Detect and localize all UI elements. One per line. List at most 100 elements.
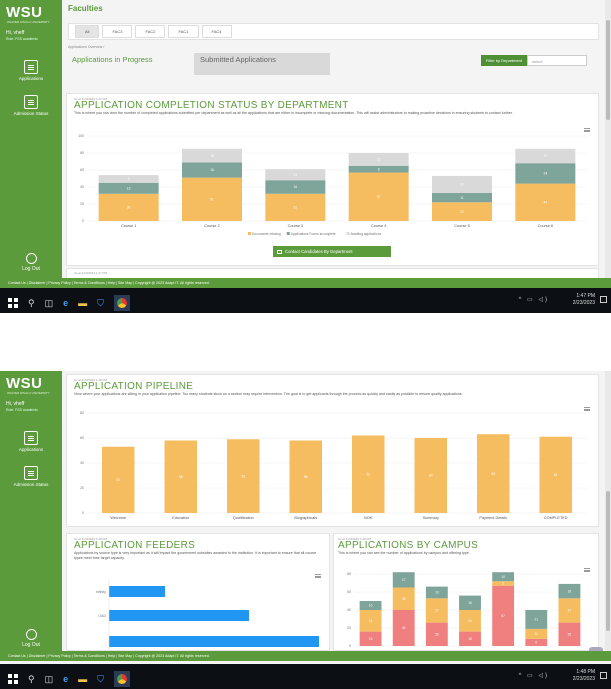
task-view-icon[interactable]: ◫ <box>44 298 54 308</box>
file-explorer-icon[interactable]: ▬ <box>78 674 88 684</box>
as-of-timestamp: As at 2/23/2023 1:47 PM <box>74 97 108 101</box>
breadcrumb[interactable]: Applications Overview / <box>68 45 105 49</box>
faculty-tab-fac1[interactable]: FAC1 <box>168 25 199 38</box>
chart-menu-icon[interactable] <box>584 128 590 132</box>
bar-segment <box>432 192 492 203</box>
data-label: 44 <box>544 201 548 205</box>
logout-button[interactable]: Log Out <box>0 629 62 648</box>
data-label: 13 <box>127 186 131 190</box>
bar-segment <box>359 631 382 646</box>
legend-swatch <box>346 232 350 235</box>
bar-segment <box>515 183 576 221</box>
chart-menu-icon[interactable] <box>315 574 321 578</box>
bar-segment <box>98 193 159 221</box>
sidebar-item-admission-status[interactable]: Admission Status <box>0 95 62 116</box>
clock-date: 2/23/2023 <box>572 300 595 306</box>
security-icon[interactable]: ⛉ <box>97 674 104 684</box>
scrollbar-thumb[interactable] <box>606 20 610 120</box>
windows-start-icon[interactable] <box>8 298 18 308</box>
sidebar-item-applications[interactable]: Applications <box>0 60 62 81</box>
bar-segment <box>558 598 581 623</box>
taskbar-clock[interactable]: 1:47 PM 2/23/2023 <box>573 293 595 307</box>
bar-segment <box>98 175 159 183</box>
data-label: 67 <box>501 614 505 618</box>
screenshot-dashboard-charts: WSU WALTER SISULU UNIVERSITY Hi, vheff R… <box>0 371 611 689</box>
data-label: 24 <box>544 172 548 176</box>
help-widget[interactable] <box>589 647 603 654</box>
x-tick-label: Qualification <box>233 516 254 520</box>
bar-segment <box>348 165 409 173</box>
data-label: 32 <box>294 206 298 210</box>
scrollbar-thumb[interactable] <box>606 491 610 631</box>
scrollbar[interactable] <box>605 371 611 654</box>
sidebar-item-applications[interactable]: Applications <box>0 431 62 452</box>
faculty-tab-fac4[interactable]: FAC4 <box>201 25 232 38</box>
sidebar-item-label: Admission Status <box>13 482 49 487</box>
search-icon[interactable]: ⚲ <box>28 298 35 308</box>
bar-segment <box>102 446 135 513</box>
y-tick-label: 20 <box>80 486 84 490</box>
faculty-tab-fac3[interactable]: FAC3 <box>102 25 133 38</box>
card-title: APPLICATION PIPELINE <box>74 381 194 392</box>
data-label: 25 <box>402 597 406 601</box>
greeting-text: Hi, vheff <box>6 401 25 407</box>
sidebar-item-admission-status[interactable]: Admission Status <box>0 466 62 487</box>
data-label: 10 <box>501 575 505 579</box>
bar-segment <box>515 163 576 184</box>
department-select[interactable]: select <box>527 55 587 66</box>
bar-segment <box>525 638 548 646</box>
chrome-taskbar-button[interactable] <box>113 295 130 311</box>
wsu-logo[interactable]: WSU <box>6 4 43 21</box>
y-tick-label: OAD <box>98 614 106 618</box>
scrollbar[interactable] <box>605 0 611 278</box>
file-explorer-icon[interactable]: ▬ <box>78 298 88 308</box>
bar-segment <box>432 175 492 193</box>
data-label: 61 <box>554 473 558 477</box>
bar-segment <box>414 438 447 513</box>
y-tick-label: 20 <box>80 202 84 206</box>
search-icon[interactable]: ⚲ <box>28 674 35 684</box>
data-label: 13 <box>294 173 298 177</box>
system-tray-icons[interactable]: ^ ▭ ◁) <box>518 297 549 303</box>
x-tick-label: Education <box>172 516 189 520</box>
y-tick-label: 80 <box>80 411 84 415</box>
faculty-tab-all[interactable]: All <box>75 25 100 38</box>
tab-applications-in-progress[interactable]: Applications in Progress <box>66 53 191 75</box>
logout-button[interactable]: Log Out <box>0 253 62 272</box>
contact-candidates-button[interactable]: Contact Candidates By Department <box>273 246 391 257</box>
chart-menu-icon[interactable] <box>584 568 590 572</box>
page-title: Faculties <box>68 4 103 13</box>
taskbar-clock[interactable]: 1:48 PM 2/23/2023 <box>573 669 595 683</box>
data-label: 26 <box>568 633 572 637</box>
edge-icon[interactable]: e <box>63 298 69 308</box>
wsu-logo[interactable]: WSU <box>6 375 43 392</box>
y-tick-label: 80 <box>347 572 351 576</box>
y-tick-label: Infinity <box>96 590 106 594</box>
bar-segment <box>525 610 548 629</box>
bar-segment <box>432 202 492 221</box>
tab-submitted-applications[interactable]: Submitted Applications <box>194 53 330 75</box>
bar <box>109 610 249 621</box>
system-tray-icons[interactable]: ^ ▭ ◁) <box>518 673 549 679</box>
notification-icon[interactable] <box>600 296 607 303</box>
bar-segment <box>558 583 581 599</box>
windows-start-icon[interactable] <box>8 674 18 684</box>
data-label: 53 <box>116 478 120 482</box>
edge-icon[interactable]: e <box>63 674 69 684</box>
user-greeting: Hi, vheff Role: FSS academic <box>6 401 62 413</box>
chrome-taskbar-button[interactable] <box>113 671 130 687</box>
faculty-tab-fac2[interactable]: FAC2 <box>135 25 166 38</box>
bar <box>109 586 165 597</box>
chart-menu-icon[interactable] <box>584 407 590 411</box>
bar-segment <box>348 172 409 221</box>
task-view-icon[interactable]: ◫ <box>44 674 54 684</box>
feeders-card: As at 2/23/2023 1:48 PM APPLICATION FEED… <box>66 533 330 652</box>
notification-icon[interactable] <box>600 672 607 679</box>
x-tick-label: Course 6 <box>538 224 553 228</box>
legend-swatch <box>248 232 251 235</box>
x-tick-label: Course 4 <box>371 224 386 228</box>
bar-segment <box>525 628 548 639</box>
card-title: APPLICATION FEEDERS <box>74 540 196 551</box>
bar-segment <box>459 631 481 646</box>
security-icon[interactable]: ⛉ <box>97 298 104 308</box>
